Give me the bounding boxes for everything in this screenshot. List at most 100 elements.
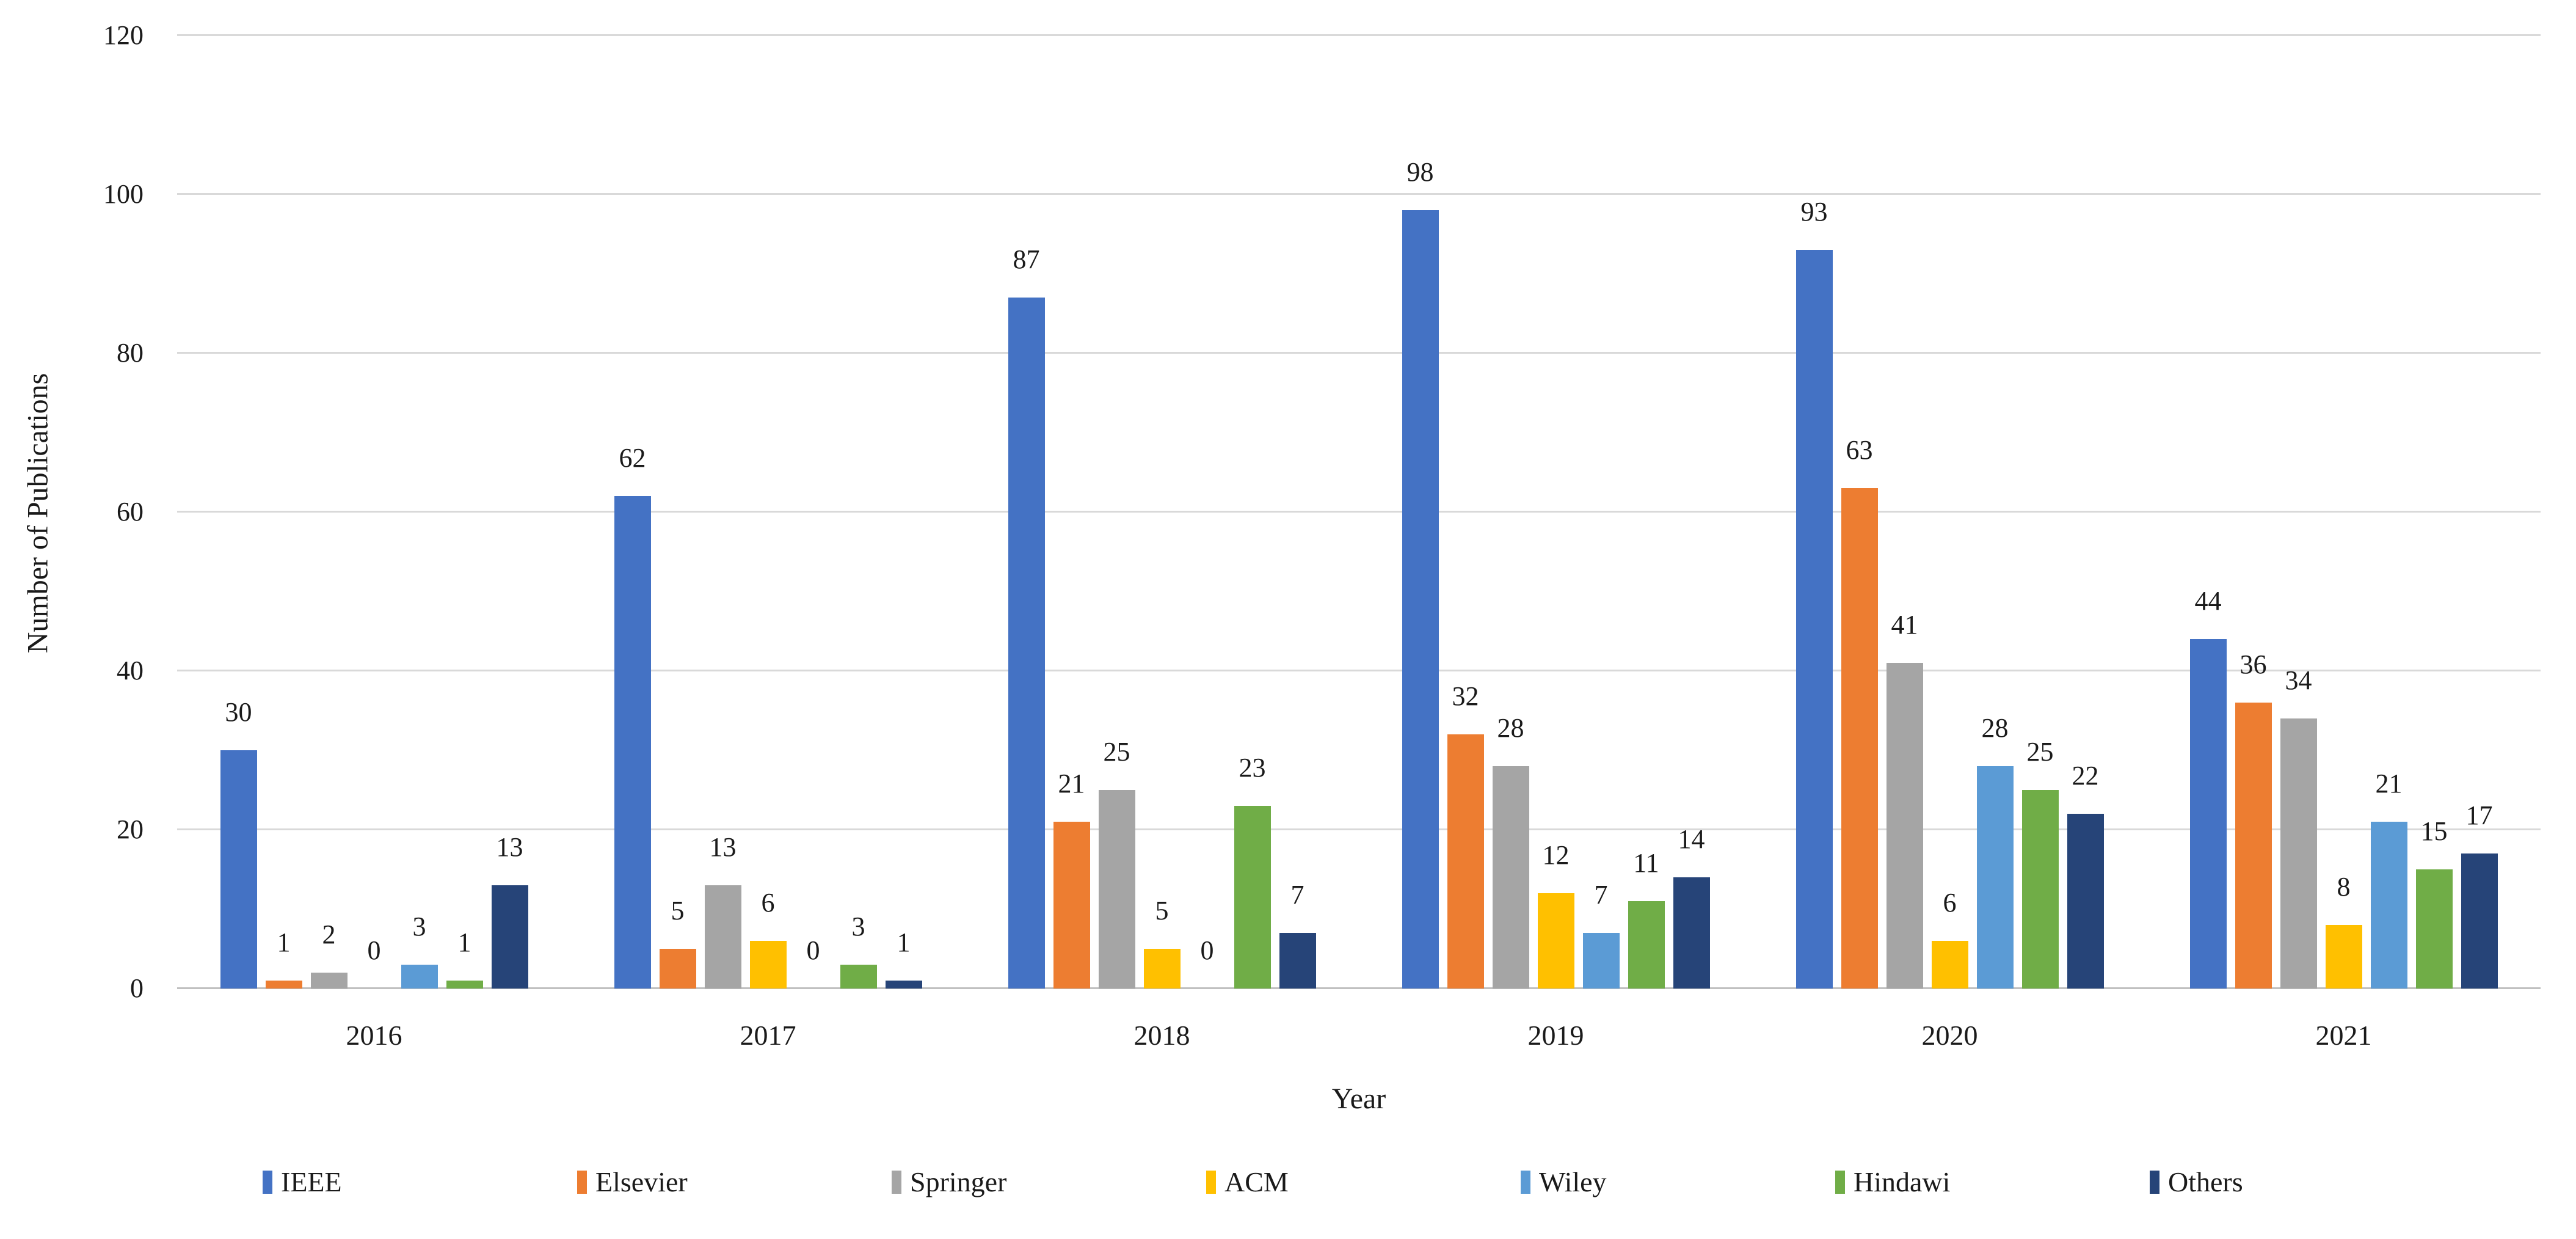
bar-hindawi-2016: 1 xyxy=(446,929,483,989)
y-tick-label-0: 0 xyxy=(130,973,144,1003)
bar-springer-2018: 25 xyxy=(1098,739,1135,989)
bar-group-2019: 98 32 28 12 7 11 14 xyxy=(1359,35,1753,989)
bar-wiley-2021: 21 xyxy=(2370,770,2407,989)
bar-value-label-acm-2016: 0 xyxy=(367,935,381,965)
bar-others-2020: 22 xyxy=(2067,762,2104,989)
x-tick-label-2016: 2016 xyxy=(346,1020,402,1051)
bar-value-label-wiley-2020: 28 xyxy=(1981,713,2009,743)
bar-others-2021: 17 xyxy=(2461,802,2498,989)
legend-label-others: Others xyxy=(2168,1166,2243,1197)
bar-value-label-wiley-2018: 0 xyxy=(1200,935,1214,965)
x-tick-label-2019: 2019 xyxy=(1527,1020,1584,1051)
y-tick-label-120: 120 xyxy=(103,20,144,50)
y-axis-tick-labels: 0 20 40 60 80 100 120 xyxy=(0,22,144,1002)
legend-item-wiley: Wiley xyxy=(1521,1168,1835,1196)
bar-groups: 30 1 2 0 3 1 13 62 5 13 6 0 3 1 87 21 25 5 0 23 7 98 32 28 12 7 11… xyxy=(177,35,2541,989)
bar-value-label-hindawi-2021: 15 xyxy=(2420,816,2448,846)
bar-ieee-2018: 87 xyxy=(1008,246,1045,989)
gridline-y-60 xyxy=(177,511,2541,513)
bar-wiley-2016: 3 xyxy=(401,913,438,989)
bar-acm-2018: 5 xyxy=(1143,897,1181,989)
bar-value-label-hindawi-2020: 25 xyxy=(2026,737,2054,767)
bar-value-label-others-2019: 14 xyxy=(1678,824,1705,854)
bar-others-2018: 7 xyxy=(1279,882,1316,989)
plot-area: 30 1 2 0 3 1 13 62 5 13 6 0 3 1 87 21 25 5 0 23 7 98 32 28 12 7 11… xyxy=(177,34,2541,989)
bar-ieee-2016: 30 xyxy=(220,699,257,989)
legend-label-wiley: Wiley xyxy=(1539,1166,1607,1197)
bar-wiley-2020: 28 xyxy=(1976,715,2014,989)
x-tick-label-2021: 2021 xyxy=(2315,1020,2372,1051)
legend-swatch-springer xyxy=(892,1171,901,1194)
x-tick-label-2020: 2020 xyxy=(1921,1020,1978,1051)
legend-swatch-wiley xyxy=(1521,1171,1530,1194)
bar-elsevier-2018: 21 xyxy=(1053,770,1090,989)
y-tick-label-100: 100 xyxy=(103,179,144,209)
bar-value-label-elsevier-2021: 36 xyxy=(2239,649,2267,679)
bar-value-label-elsevier-2016: 1 xyxy=(277,927,291,957)
gridline-y-20 xyxy=(177,828,2541,831)
bar-value-label-elsevier-2018: 21 xyxy=(1058,769,1085,799)
legend-label-ieee: IEEE xyxy=(281,1166,342,1197)
bar-value-label-others-2016: 13 xyxy=(496,832,523,862)
bar-hindawi-2018: 23 xyxy=(1234,755,1271,989)
bar-value-label-hindawi-2018: 23 xyxy=(1239,753,1266,783)
bar-hindawi-2019: 11 xyxy=(1628,850,1665,989)
legend-swatch-others xyxy=(2150,1171,2159,1194)
bar-value-label-acm-2017: 6 xyxy=(761,888,775,918)
y-tick-label-80: 80 xyxy=(117,338,144,368)
bar-elsevier-2020: 63 xyxy=(1841,437,1878,989)
bar-value-label-wiley-2017: 0 xyxy=(806,935,820,965)
legend-swatch-elsevier xyxy=(577,1171,587,1194)
legend-label-springer: Springer xyxy=(910,1166,1007,1197)
bar-elsevier-2021: 36 xyxy=(2235,651,2272,989)
bar-springer-2019: 28 xyxy=(1492,715,1529,989)
bar-ieee-2020: 93 xyxy=(1796,199,1833,989)
bar-elsevier-2016: 1 xyxy=(265,929,302,989)
bar-value-label-wiley-2019: 7 xyxy=(1594,880,1608,910)
bar-group-2020: 93 63 41 6 28 25 22 xyxy=(1753,35,2147,989)
bar-acm-2021: 8 xyxy=(2325,874,2362,989)
bar-value-label-acm-2019: 12 xyxy=(1542,840,1570,870)
bar-value-label-ieee-2021: 44 xyxy=(2194,586,2222,616)
bar-value-label-hindawi-2019: 11 xyxy=(1633,848,1659,878)
bar-group-2017: 62 5 13 6 0 3 1 xyxy=(571,35,965,989)
bar-value-label-ieee-2016: 30 xyxy=(225,697,252,727)
bar-group-2018: 87 21 25 5 0 23 7 xyxy=(965,35,1359,989)
bar-ieee-2019: 98 xyxy=(1402,159,1439,989)
bar-group-2016: 30 1 2 0 3 1 13 xyxy=(177,35,571,989)
bar-others-2016: 13 xyxy=(491,834,528,989)
x-axis-category-labels: 2016 2017 2018 2019 2020 2021 xyxy=(177,1022,2541,1058)
bar-ieee-2017: 62 xyxy=(614,445,651,989)
bar-value-label-ieee-2018: 87 xyxy=(1013,244,1040,274)
bar-springer-2021: 34 xyxy=(2280,667,2317,989)
gridline-y-120 xyxy=(177,34,2541,36)
legend-swatch-acm xyxy=(1206,1171,1216,1194)
bar-hindawi-2021: 15 xyxy=(2415,818,2453,989)
y-tick-label-40: 40 xyxy=(117,656,144,686)
y-tick-label-20: 20 xyxy=(117,814,144,845)
x-axis-title: Year xyxy=(1331,1083,1386,1115)
bar-value-label-others-2018: 7 xyxy=(1290,880,1304,910)
bar-group-2021: 44 36 34 8 21 15 17 xyxy=(2147,35,2541,989)
gridline-y-100 xyxy=(177,193,2541,195)
bar-springer-2020: 41 xyxy=(1886,612,1923,989)
gridline-y-80 xyxy=(177,352,2541,354)
bar-value-label-hindawi-2017: 3 xyxy=(851,912,865,941)
bar-elsevier-2017: 5 xyxy=(659,897,696,989)
bar-value-label-springer-2019: 28 xyxy=(1497,713,1524,743)
bar-others-2017: 1 xyxy=(885,929,922,989)
bar-springer-2016: 2 xyxy=(310,921,347,989)
legend-label-hindawi: Hindawi xyxy=(1854,1166,1951,1197)
y-tick-label-60: 60 xyxy=(117,497,144,527)
bar-value-label-ieee-2020: 93 xyxy=(1800,197,1828,227)
legend-item-others: Others xyxy=(2150,1168,2243,1196)
bar-value-label-hindawi-2016: 1 xyxy=(457,927,471,957)
legend-label-acm: ACM xyxy=(1224,1166,1289,1197)
bar-value-label-acm-2020: 6 xyxy=(1943,888,1957,918)
bar-springer-2017: 13 xyxy=(704,834,741,989)
x-tick-label-2018: 2018 xyxy=(1133,1020,1190,1051)
bar-value-label-springer-2020: 41 xyxy=(1891,610,1918,640)
legend-swatch-ieee xyxy=(263,1171,272,1194)
bar-hindawi-2020: 25 xyxy=(2021,739,2059,989)
